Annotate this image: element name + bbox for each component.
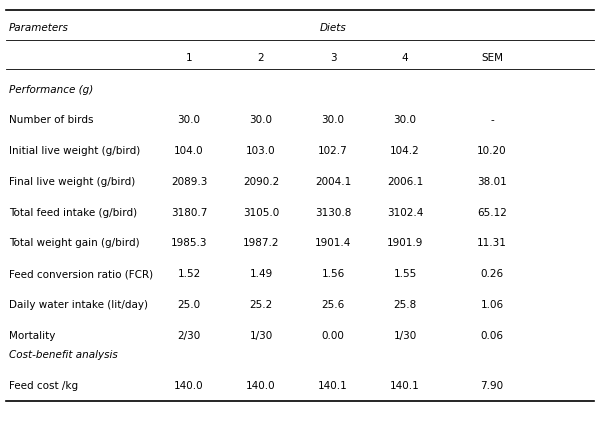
Text: 1987.2: 1987.2 <box>243 238 279 248</box>
Text: 2089.3: 2089.3 <box>171 176 207 187</box>
Text: 30.0: 30.0 <box>394 115 416 125</box>
Text: 1/30: 1/30 <box>250 330 272 340</box>
Text: Feed cost /kg: Feed cost /kg <box>9 380 78 390</box>
Text: 11.31: 11.31 <box>477 238 507 248</box>
Text: Performance (g): Performance (g) <box>9 84 93 95</box>
Text: Number of birds: Number of birds <box>9 115 94 125</box>
Text: 30.0: 30.0 <box>322 115 344 125</box>
Text: Final live weight (g/bird): Final live weight (g/bird) <box>9 176 135 187</box>
Text: Diets: Diets <box>320 23 346 33</box>
Text: 2/30: 2/30 <box>178 330 200 340</box>
Text: -: - <box>490 115 494 125</box>
Text: Feed conversion ratio (FCR): Feed conversion ratio (FCR) <box>9 268 153 279</box>
Text: 2090.2: 2090.2 <box>243 176 279 187</box>
Text: 25.0: 25.0 <box>178 299 200 309</box>
Text: 102.7: 102.7 <box>318 146 348 156</box>
Text: 1985.3: 1985.3 <box>171 238 207 248</box>
Text: 30.0: 30.0 <box>250 115 272 125</box>
Text: 0.00: 0.00 <box>322 330 344 340</box>
Text: 1.56: 1.56 <box>322 268 344 279</box>
Text: 2004.1: 2004.1 <box>315 176 351 187</box>
Text: 10.20: 10.20 <box>477 146 507 156</box>
Text: 25.6: 25.6 <box>322 299 344 309</box>
Text: Total feed intake (g/bird): Total feed intake (g/bird) <box>9 207 137 217</box>
Text: 3105.0: 3105.0 <box>243 207 279 217</box>
Text: 3180.7: 3180.7 <box>171 207 207 217</box>
Text: 3: 3 <box>329 52 337 63</box>
Text: Initial live weight (g/bird): Initial live weight (g/bird) <box>9 146 140 156</box>
Text: 38.01: 38.01 <box>477 176 507 187</box>
Text: 140.1: 140.1 <box>318 380 348 390</box>
Text: 1901.4: 1901.4 <box>315 238 351 248</box>
Text: 1: 1 <box>185 52 193 63</box>
Text: 140.0: 140.0 <box>174 380 204 390</box>
Text: 2: 2 <box>257 52 265 63</box>
Text: SEM: SEM <box>481 52 503 63</box>
Text: 1.06: 1.06 <box>481 299 503 309</box>
Text: 1/30: 1/30 <box>394 330 416 340</box>
Text: 30.0: 30.0 <box>178 115 200 125</box>
Text: 104.2: 104.2 <box>390 146 420 156</box>
Text: 0.26: 0.26 <box>481 268 503 279</box>
Text: 1.49: 1.49 <box>250 268 272 279</box>
Text: Mortality: Mortality <box>9 330 55 340</box>
Text: 4: 4 <box>401 52 409 63</box>
Text: 2006.1: 2006.1 <box>387 176 423 187</box>
Text: 1.55: 1.55 <box>394 268 416 279</box>
Text: Total weight gain (g/bird): Total weight gain (g/bird) <box>9 238 140 248</box>
Text: 7.90: 7.90 <box>481 380 503 390</box>
Text: 1.52: 1.52 <box>178 268 200 279</box>
Text: 1901.9: 1901.9 <box>387 238 423 248</box>
Text: 104.0: 104.0 <box>174 146 204 156</box>
Text: 25.2: 25.2 <box>250 299 272 309</box>
Text: 65.12: 65.12 <box>477 207 507 217</box>
Text: 25.8: 25.8 <box>394 299 416 309</box>
Text: 3130.8: 3130.8 <box>315 207 351 217</box>
Text: 0.06: 0.06 <box>481 330 503 340</box>
Text: 103.0: 103.0 <box>246 146 276 156</box>
Text: 3102.4: 3102.4 <box>387 207 423 217</box>
Text: Parameters: Parameters <box>9 23 69 33</box>
Text: Cost-benefit analysis: Cost-benefit analysis <box>9 349 118 359</box>
Text: 140.1: 140.1 <box>390 380 420 390</box>
Text: Daily water intake (lit/day): Daily water intake (lit/day) <box>9 299 148 309</box>
Text: 140.0: 140.0 <box>246 380 276 390</box>
